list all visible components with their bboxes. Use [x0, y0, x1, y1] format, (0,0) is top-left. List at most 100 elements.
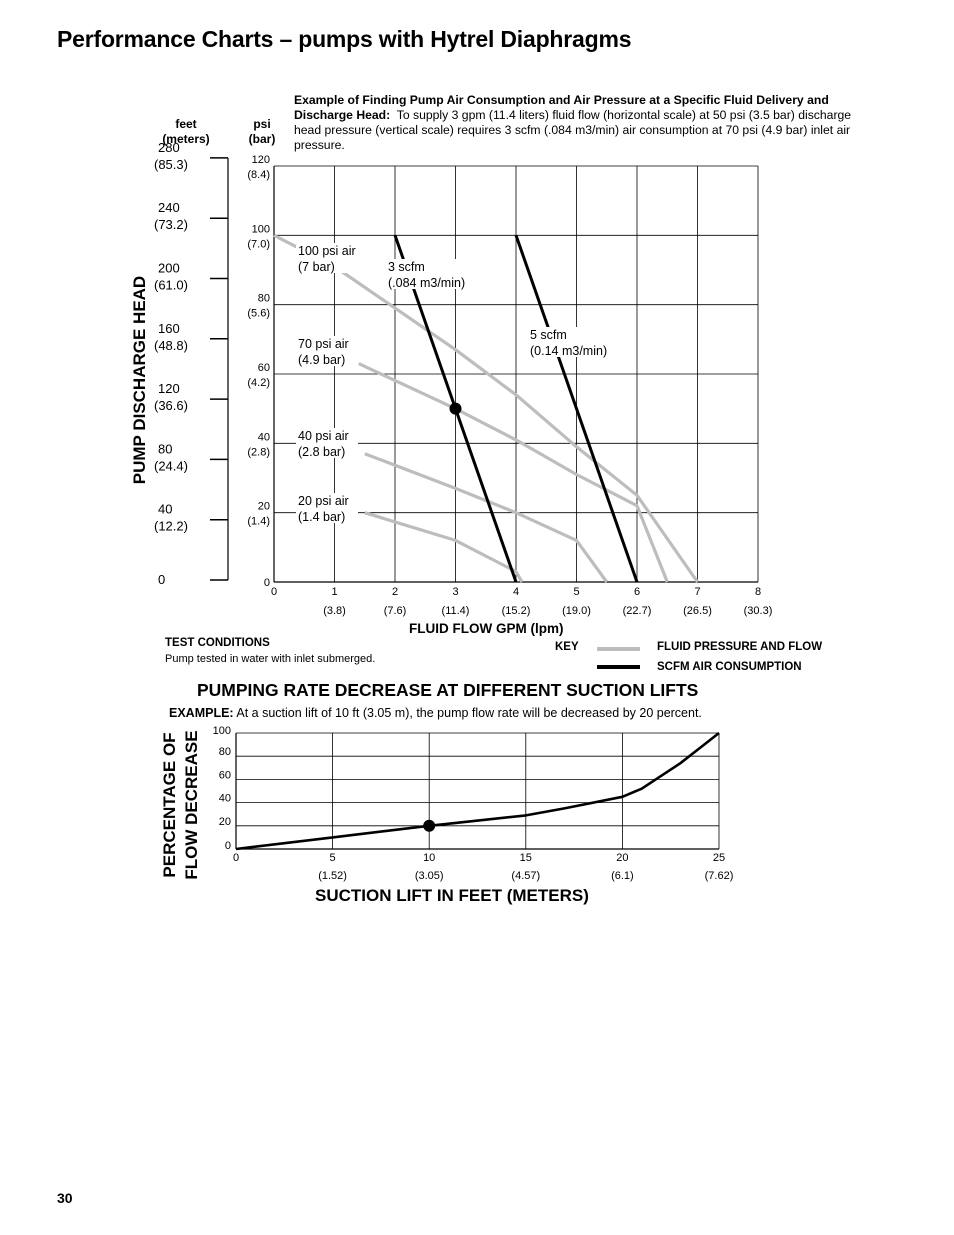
psi-tick-label: 120: [252, 154, 270, 166]
curve-label-bg: [296, 336, 358, 366]
curve-label-line1: 20 psi air: [298, 494, 349, 508]
gpm-tick-label: 4: [513, 586, 519, 598]
chart2-x-tick-meters: (1.52): [318, 870, 347, 882]
chart2-y-tick-label: 60: [219, 769, 231, 781]
key-label: KEY: [555, 641, 579, 653]
lpm-tick-label: (19.0): [562, 605, 591, 617]
gpm-tick-label: 5: [573, 586, 579, 598]
chart2-y-tick-label: 40: [219, 793, 231, 805]
meters-tick-label: (85.3): [154, 157, 188, 172]
bar-tick-label: (4.2): [247, 377, 270, 389]
chart2-x-tick-label: 5: [330, 852, 336, 864]
bar-tick-label: (1.4): [247, 516, 270, 528]
gpm-tick-label: 0: [271, 586, 277, 598]
chart2-y-tick-label: 20: [219, 816, 231, 828]
suction-example-marker: [423, 819, 436, 832]
gpm-tick-label: 2: [392, 586, 398, 598]
feet-axis-header: feet (meters): [150, 117, 222, 147]
fluid-pressure-curve: [364, 452, 609, 583]
chart2-x-tick-meters: (6.1): [611, 870, 634, 882]
psi-axis-header: psi (bar): [240, 117, 284, 147]
gpm-tick-label: 1: [331, 586, 337, 598]
fluid-pressure-curve: [273, 233, 699, 583]
suction-example-label: EXAMPLE:: [169, 706, 234, 720]
chart2-x-tick-label: 0: [233, 852, 239, 864]
bar-tick-label: (5.6): [247, 308, 270, 320]
lpm-tick-label: (26.5): [683, 605, 712, 617]
chart2-x-axis-title: SUCTION LIFT IN FEET (METERS): [315, 886, 589, 905]
chart2-x-tick-meters: (7.62): [705, 870, 734, 882]
gpm-tick-label: 7: [694, 586, 700, 598]
psi-tick-label: 80: [258, 293, 270, 305]
suction-lift-chart: 100 80 60 40 20 00 5 (1.52) 10 (3.05) 15 (4.57) 20 (6…: [213, 725, 734, 882]
chart2-y-tick-label: 80: [219, 746, 231, 758]
meters-tick-label: (48.8): [154, 338, 188, 353]
curve-label-line1: 3 scfm: [388, 260, 425, 274]
meters-tick-label: (73.2): [154, 217, 188, 232]
curve-label-line2: (1.4 bar): [298, 510, 345, 524]
chart1-x-axis-title: FLUID FLOW GPM (lpm): [409, 621, 564, 636]
example-note-text: To supply 3 gpm (11.4 liters) fluid flow…: [294, 108, 852, 152]
curve-label-line2: (0.14 m3/min): [530, 344, 607, 358]
feet-tick-label: 160: [158, 321, 180, 336]
chart2-x-tick-label: 15: [520, 852, 532, 864]
gpm-tick-label: 6: [634, 586, 640, 598]
curve-label-line2: (7 bar): [298, 260, 335, 274]
feet-tick-label: 240: [158, 200, 180, 215]
feet-tick-label: 40: [158, 502, 172, 517]
curve-label-line2: (4.9 bar): [298, 353, 345, 367]
curve-label-bg: [386, 259, 474, 289]
key-fluid-label: FLUID PRESSURE AND FLOW: [657, 641, 823, 653]
meters-tick-label: (36.6): [154, 398, 188, 413]
suction-example-text: At a suction lift of 10 ft (3.05 m), the…: [236, 706, 702, 720]
curve-label-line1: 5 scfm: [530, 328, 567, 342]
fluid-pressure-curve: [364, 511, 524, 583]
bar-tick-label: (7.0): [247, 238, 270, 250]
chart2-y-tick-label: 100: [213, 725, 231, 737]
flow-decrease-curve: [235, 731, 720, 851]
chart2-x-tick-label: 20: [616, 852, 628, 864]
psi-tick-label: 60: [258, 362, 270, 374]
chart2-y-tick-label: 0: [225, 840, 231, 852]
feet-tick-label: 200: [158, 261, 180, 276]
feet-tick-label: 280: [158, 140, 180, 155]
chart2-x-tick-meters: (3.05): [415, 870, 444, 882]
gpm-tick-label: 3: [452, 586, 458, 598]
lpm-tick-label: (3.8): [323, 605, 346, 617]
fluid-pressure-curve: [358, 362, 669, 583]
meters-tick-label: (24.4): [154, 458, 188, 473]
curve-label-line2: (.084 m3/min): [388, 276, 465, 290]
test-conditions-title: TEST CONDITIONS: [165, 637, 270, 649]
suction-section-title: PUMPING RATE DECREASE AT DIFFERENT SUCTI…: [197, 680, 699, 700]
chart2-x-tick-label: 10: [423, 852, 435, 864]
curve-label-bg: [528, 327, 618, 357]
example-point-marker: [449, 402, 462, 415]
curve-label-line1: 70 psi air: [298, 337, 349, 351]
curve-label-line2: (2.8 bar): [298, 445, 345, 459]
psi-header-line1: psi: [253, 117, 271, 131]
scfm-consumption-line: [514, 234, 639, 583]
suction-example: EXAMPLE: At a suction lift of 10 ft (3.0…: [169, 706, 702, 720]
curve-label-bg: [296, 428, 358, 458]
bar-tick-label: (8.4): [247, 169, 270, 181]
lpm-tick-label: (7.6): [384, 605, 407, 617]
curve-label-bg: [296, 493, 358, 523]
test-conditions-text: Pump tested in water with inlet submerge…: [165, 653, 376, 665]
feet-tick-label: 80: [158, 441, 172, 456]
example-note-heading: Example of Finding Pump Air Consumption …: [294, 93, 829, 122]
example-note: Example of Finding Pump Air Consumption …: [294, 93, 854, 153]
feet-header-line2: (meters): [162, 132, 210, 146]
curve-label-bg: [296, 243, 366, 273]
lpm-tick-label: (15.2): [502, 605, 531, 617]
page-number: 30: [57, 1190, 73, 1206]
lpm-tick-label: (11.4): [442, 605, 470, 617]
feet-tick-label: 0: [158, 572, 165, 587]
chart2-x-tick-label: 25: [713, 852, 725, 864]
curve-label-line1: 40 psi air: [298, 429, 349, 443]
key-scfm-label: SCFM AIR CONSUMPTION: [657, 661, 802, 673]
gpm-tick-label: 8: [755, 586, 761, 598]
meters-tick-label: (61.0): [154, 278, 188, 293]
chart2-x-tick-meters: (4.57): [511, 870, 540, 882]
meters-tick-label: (12.2): [154, 519, 188, 534]
performance-chart: 280(85.3)240(73.2)200(61.0)160(48.8)120(…: [154, 140, 772, 669]
